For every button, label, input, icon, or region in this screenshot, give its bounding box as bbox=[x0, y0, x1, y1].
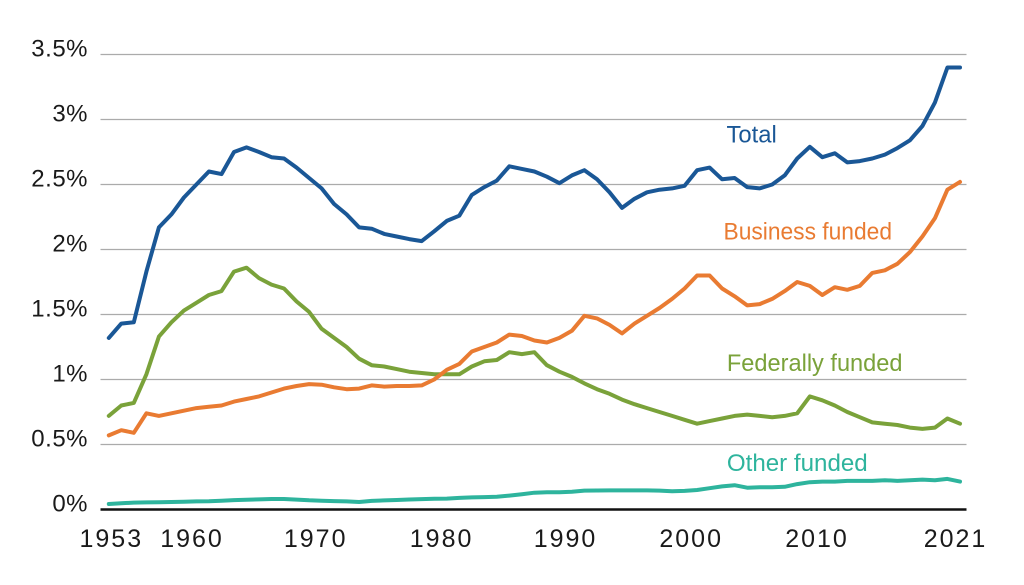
svg-text:2%: 2% bbox=[52, 231, 88, 258]
svg-text:0%: 0% bbox=[52, 491, 88, 518]
svg-text:1980: 1980 bbox=[410, 525, 474, 553]
svg-text:3.5%: 3.5% bbox=[31, 36, 88, 63]
svg-text:1.5%: 1.5% bbox=[31, 296, 88, 323]
svg-text:2000: 2000 bbox=[659, 525, 723, 553]
svg-text:1%: 1% bbox=[52, 361, 88, 388]
svg-text:2021: 2021 bbox=[924, 525, 988, 553]
svg-text:Other funded: Other funded bbox=[727, 450, 868, 477]
svg-text:3%: 3% bbox=[52, 101, 88, 128]
svg-text:1990: 1990 bbox=[534, 525, 598, 553]
svg-text:0.5%: 0.5% bbox=[31, 426, 88, 453]
svg-text:2010: 2010 bbox=[785, 525, 849, 553]
svg-text:Total: Total bbox=[727, 122, 777, 149]
svg-text:1970: 1970 bbox=[284, 525, 348, 553]
svg-text:Federally funded: Federally funded bbox=[727, 350, 903, 377]
svg-text:2.5%: 2.5% bbox=[31, 166, 88, 193]
svg-text:Business funded: Business funded bbox=[724, 219, 893, 246]
svg-text:1960: 1960 bbox=[160, 525, 224, 553]
svg-text:1953: 1953 bbox=[79, 525, 143, 553]
